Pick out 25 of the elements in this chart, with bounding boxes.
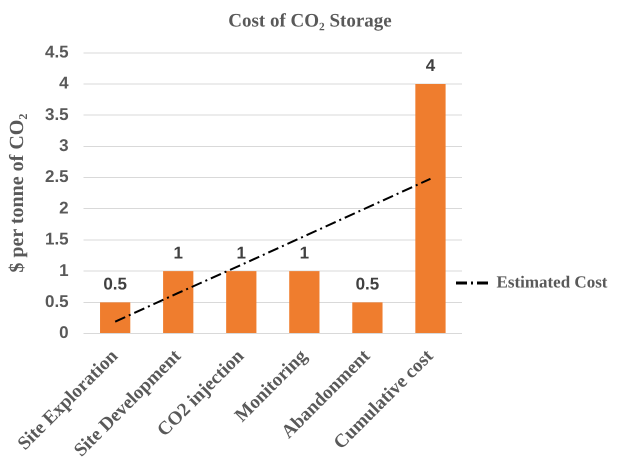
chart-title: Cost of CO₂ Storage [228, 10, 392, 32]
y-tick-label: 0 [59, 323, 69, 342]
data-label: 0.5 [103, 274, 127, 294]
legend-label: Estimated Cost [496, 272, 608, 292]
y-axis-title: $ per tonne of CO₂ [6, 114, 28, 273]
data-label: 1 [236, 243, 246, 262]
data-label: 0.5 [356, 274, 380, 294]
y-tick-label: 2 [59, 198, 69, 218]
y-tick-label: 2.5 [44, 167, 69, 186]
bar [289, 271, 320, 334]
bar [163, 271, 194, 334]
data-label: 1 [173, 243, 183, 262]
y-tick-label: 4.5 [44, 42, 69, 62]
y-tick-label: 4 [59, 74, 70, 93]
bar [352, 302, 383, 334]
y-tick-label: 3.5 [44, 104, 69, 124]
data-label: 1 [300, 243, 310, 262]
bar [100, 302, 130, 334]
bar [226, 271, 256, 334]
y-tick-label: 1.5 [44, 230, 69, 249]
y-tick-label: 3 [59, 136, 69, 156]
bar [415, 84, 446, 334]
y-tick-label: 1 [59, 260, 69, 280]
y-tick-label: 0.5 [44, 292, 69, 312]
data-label: 4 [426, 56, 436, 76]
